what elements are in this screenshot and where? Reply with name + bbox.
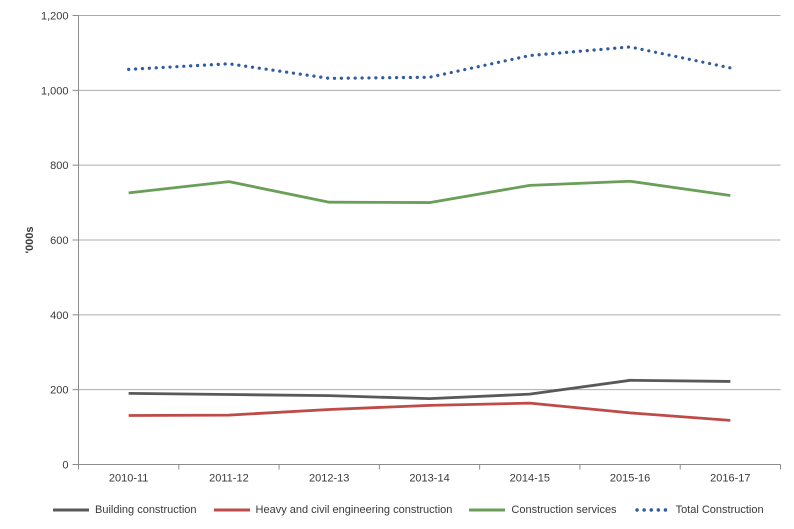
legend-label: Heavy and civil engineering construction — [255, 504, 453, 516]
y-tick-label-600: 600 — [50, 235, 68, 247]
y-tick-label-1200: 1,200 — [41, 11, 69, 23]
x-category-label-0: 2010-11 — [109, 473, 149, 485]
legend-swatch-solid-line — [469, 508, 506, 512]
series-line-building-construction — [128, 378, 731, 401]
legend-swatch-solid-line — [53, 508, 89, 512]
x-category-label-1: 2011-12 — [209, 473, 249, 485]
legend-swatch-solid-line — [213, 508, 250, 512]
legend-item-heavy-and-civil-engineering-construction: Heavy and civil engineering construction — [213, 504, 453, 516]
legend-item-construction-services: Construction services — [468, 504, 617, 516]
x-category-label-2: 2012-13 — [309, 473, 349, 485]
x-category-label-5: 2015-16 — [610, 473, 650, 485]
series-line-total-construction — [127, 45, 732, 80]
y-tick-label-800: 800 — [50, 160, 68, 172]
legend-item-total-construction: Total Construction — [633, 504, 764, 516]
legend-label: Total Construction — [675, 504, 764, 516]
series-line-construction-services — [128, 179, 731, 204]
y-axis-title: '000s — [24, 226, 36, 254]
legend-label: Building construction — [95, 504, 197, 516]
chart-legend: Building construction Heavy and civil eng… — [0, 498, 794, 522]
legend-label: Construction services — [511, 504, 617, 516]
y-tick-label-200: 200 — [50, 385, 68, 397]
y-tick-label-1000: 1,000 — [41, 85, 69, 97]
y-tick-label-0: 0 — [62, 460, 68, 472]
series-line-heavy-and-civil-engineering-construction — [128, 401, 731, 422]
x-category-label-3: 2013-14 — [409, 473, 449, 485]
legend-item-building-construction: Building construction — [52, 504, 197, 516]
x-category-label-4: 2014-15 — [510, 473, 550, 485]
legend-swatch-dotted-line — [634, 508, 669, 512]
y-tick-label-400: 400 — [50, 310, 68, 322]
x-category-label-6: 2016-17 — [710, 473, 750, 485]
